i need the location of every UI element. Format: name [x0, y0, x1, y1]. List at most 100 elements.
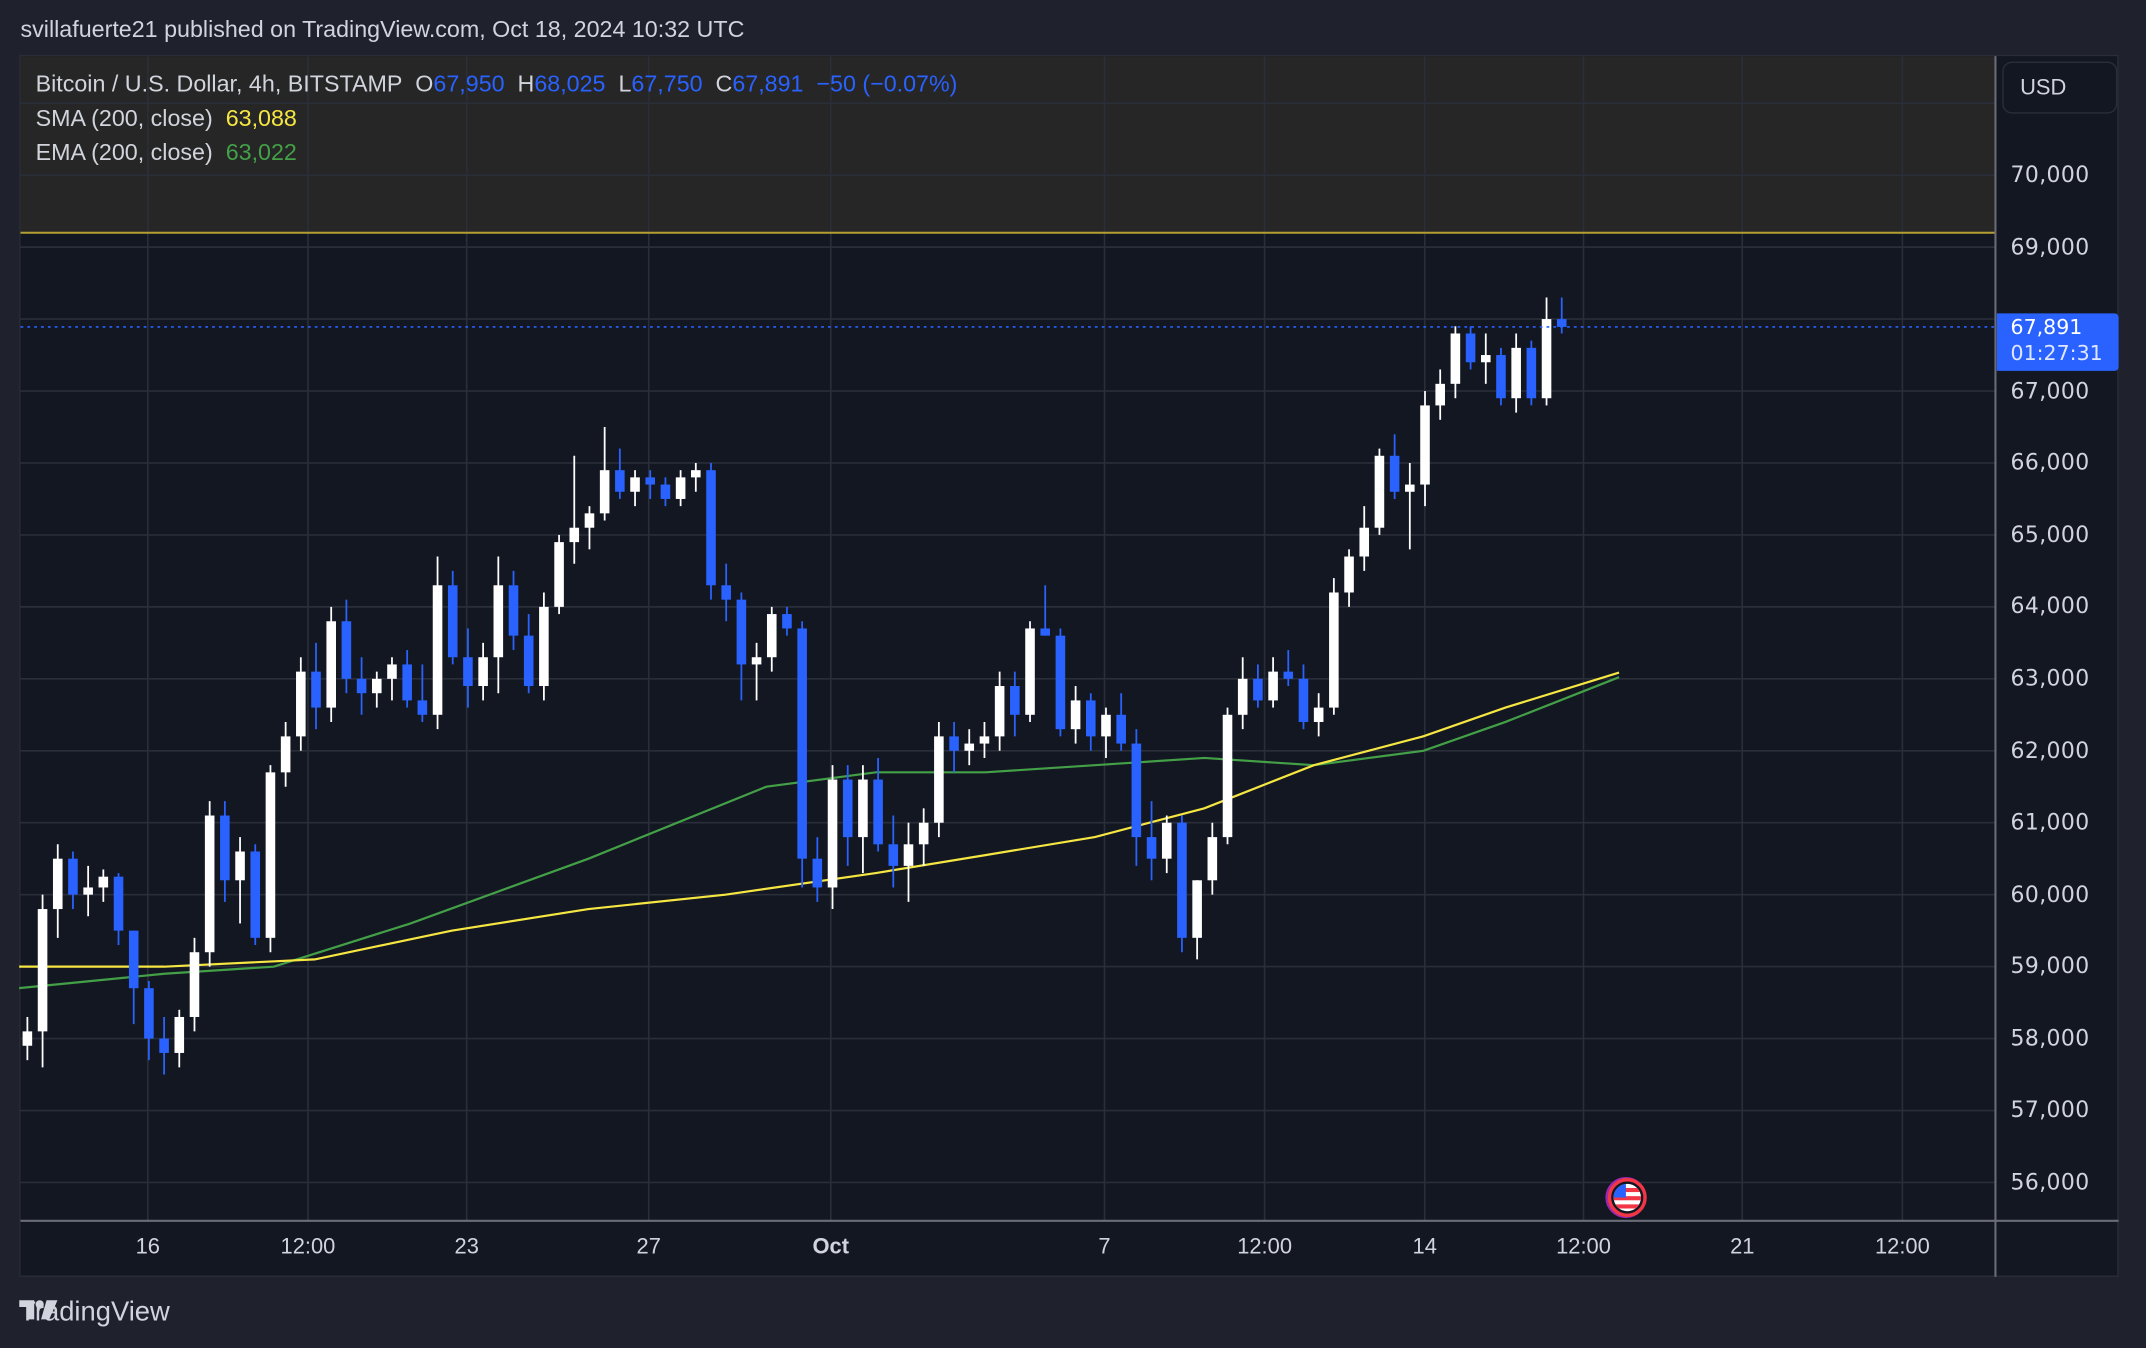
candle [1298, 664, 1309, 730]
candle [1040, 585, 1051, 636]
candle [447, 570, 458, 665]
candle [1313, 693, 1324, 737]
candle [888, 815, 899, 888]
candle [37, 894, 48, 1068]
time-tick: 16 [135, 1235, 160, 1260]
resistance-zone [20, 56, 1996, 233]
candle [721, 563, 731, 622]
candle [797, 621, 807, 888]
candle [280, 721, 291, 787]
candle [1222, 707, 1233, 845]
symbol-legend[interactable]: Bitcoin / U.S. Dollar, 4h, BITSTAMP O67,… [35, 71, 958, 98]
candle [159, 1016, 169, 1075]
candle [478, 642, 488, 701]
candle [1405, 462, 1415, 550]
price-tick: 60,000 [2010, 880, 2090, 907]
time-tick: Oct [812, 1235, 850, 1260]
close-value: 67,891 [732, 71, 804, 98]
candle [22, 1016, 33, 1061]
candle [235, 837, 245, 924]
time-tick: 7 [1098, 1235, 1111, 1260]
candle [1237, 657, 1248, 730]
ema-value: 63,022 [225, 139, 297, 166]
candle [812, 837, 823, 902]
last-price-tag: 67,891 01:27:31 [1996, 313, 2119, 371]
chart-frame[interactable] [19, 54, 2119, 1277]
candle [1101, 707, 1111, 758]
time-tick: 14 [1412, 1235, 1437, 1260]
candle [554, 534, 564, 615]
us-flag-event-icon[interactable] [1604, 1176, 1648, 1220]
candle [599, 427, 610, 521]
candle [189, 937, 200, 1032]
candle [1207, 822, 1218, 895]
candle [918, 808, 929, 866]
candle [903, 822, 914, 902]
candle [1055, 628, 1066, 737]
candle [1161, 815, 1172, 874]
candle [615, 448, 625, 499]
sma-value: 63,088 [225, 105, 297, 132]
price-tick: 63,000 [2010, 665, 2090, 692]
candle [766, 606, 777, 672]
candle [994, 671, 1005, 751]
candle [979, 721, 990, 758]
price-tick: 70,000 [2010, 161, 2090, 188]
candle [493, 556, 504, 694]
bar-countdown: 01:27:31 [2010, 340, 2103, 366]
sma-200-line [19, 671, 1620, 968]
candle [964, 729, 975, 766]
time-tick: 12:00 [1237, 1235, 1293, 1260]
candle [250, 844, 261, 946]
candle [1131, 729, 1142, 866]
price-tick: 58,000 [2010, 1024, 2090, 1051]
candle [949, 721, 959, 773]
time-tick: 23 [454, 1235, 479, 1260]
candle [1116, 693, 1126, 751]
candle [1496, 347, 1506, 406]
currency-button[interactable]: USD [2002, 61, 2118, 114]
time-tick: 12:00 [1874, 1235, 1930, 1260]
candle [296, 657, 306, 751]
tradingview-logo[interactable]: TradingView [19, 1297, 170, 1328]
candle [660, 477, 671, 507]
sma-legend[interactable]: SMA (200, close) 63,088 [35, 105, 297, 132]
tradingview-logo-icon [19, 1300, 58, 1320]
candle [1010, 671, 1020, 737]
candle [1253, 664, 1263, 708]
price-tick: 65,000 [2010, 521, 2090, 548]
candle [432, 556, 443, 730]
candle [402, 650, 412, 708]
candle [873, 757, 883, 852]
candle [98, 869, 109, 902]
candle [387, 657, 397, 701]
candle [1511, 333, 1521, 413]
ema-200-line [19, 676, 1620, 990]
candle [1086, 693, 1096, 751]
published-caption: svillafuerte21 published on TradingView.… [20, 16, 745, 43]
candle [356, 657, 367, 715]
candle [1268, 657, 1278, 708]
candle [1480, 333, 1491, 384]
candle [1374, 448, 1385, 535]
candle [1556, 297, 1567, 334]
symbol-title: Bitcoin / U.S. Dollar, 4h, BITSTAMP [35, 71, 403, 98]
candle [1025, 621, 1035, 722]
candle [83, 865, 93, 917]
candle [706, 462, 716, 600]
candle [934, 721, 944, 838]
candle [523, 614, 534, 694]
candle [68, 851, 78, 910]
candle [1541, 297, 1552, 406]
candle [1146, 801, 1157, 881]
candle [463, 628, 473, 708]
price-tick: 61,000 [2010, 809, 2090, 836]
candle [128, 930, 139, 1025]
candle [691, 462, 701, 492]
ema-legend[interactable]: EMA (200, close) 63,022 [35, 139, 297, 166]
candle [113, 873, 124, 946]
candle [675, 470, 686, 507]
candle [144, 981, 154, 1061]
low-value: 67,750 [631, 71, 703, 98]
